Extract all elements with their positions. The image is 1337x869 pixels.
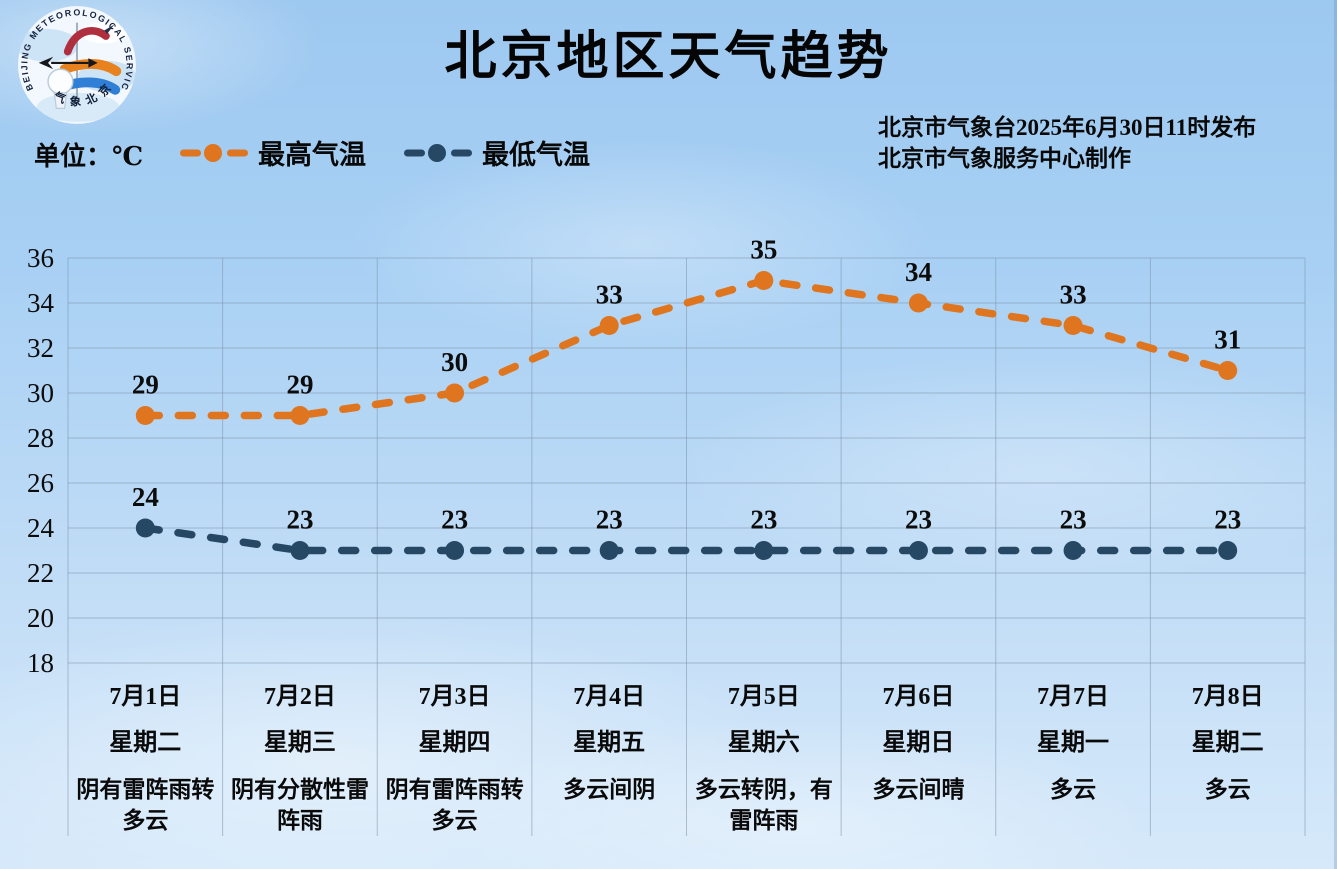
- weather-label: 多云间阴: [563, 777, 656, 802]
- logo-paper-plane-icon: [101, 24, 115, 34]
- date-label: 7月8日: [1191, 684, 1264, 710]
- y-axis-tick-label: 34: [27, 288, 55, 318]
- low-temp-point: [1218, 541, 1238, 560]
- low-temp-legend-marker: [404, 143, 472, 162]
- high-temp-point: [908, 293, 928, 313]
- high-temp-point: [135, 406, 155, 425]
- weather-label: 阴有雷阵雨转多云: [385, 777, 524, 833]
- date-label: 7月4日: [573, 684, 646, 710]
- high-temp-value-label: 31: [1214, 325, 1241, 355]
- low-temp-value-label: 23: [286, 505, 313, 535]
- low-temp-line: [141, 524, 1232, 555]
- date-label: 7月5日: [727, 684, 800, 710]
- beijing-meteorological-service-logo: BEIJING METEOROLOGICAL SERVICE 气象北京: [16, 4, 136, 124]
- x-axis-column: 7月3日星期四阴有雷阵雨转多云: [377, 670, 532, 838]
- high-temp-value-label: 35: [750, 235, 777, 265]
- x-axis-column: 7月2日星期三阴有分散性雷阵雨: [223, 670, 378, 838]
- high-temp-value-label: 33: [596, 280, 623, 310]
- high-temp-value-label: 29: [286, 370, 313, 400]
- publish-line-1: 北京市气象台2025年6月30日11时发布: [878, 115, 1257, 140]
- y-axis-tick-label: 18: [27, 648, 54, 678]
- low-temp-point: [599, 541, 619, 560]
- low-temp-point: [290, 541, 310, 560]
- high-temp-value-label: 33: [1060, 280, 1087, 310]
- legend-item-low: 最低气温: [404, 133, 590, 172]
- weekday-label: 星期一: [1037, 730, 1110, 756]
- legend: 最高气温 最低气温: [180, 133, 590, 172]
- high-temp-value-label: 34: [905, 257, 932, 287]
- logo-bird: [38, 56, 54, 70]
- high-temp-point: [599, 316, 619, 335]
- logo-art: [18, 22, 136, 122]
- logo-radar-tower: [53, 92, 68, 110]
- weekday-label: 星期三: [263, 730, 336, 756]
- weekday-label: 星期二: [1191, 730, 1264, 756]
- low-temp-point: [445, 541, 465, 560]
- weather-label: 多云间晴: [872, 777, 965, 802]
- y-axis-tick-label: 24: [27, 513, 55, 543]
- y-axis-tick-label: 28: [27, 423, 54, 453]
- weather-label: 多云: [1204, 777, 1251, 802]
- low-temp-value-label: 24: [132, 482, 159, 512]
- x-axis-labels: 7月1日 星期二 阴有雷阵雨转多云 7月2日 星期三 阴有分散性雷阵雨 7月3日 星期四 阴有雷…: [68, 670, 1305, 838]
- x-axis-column: 7月8日星期二多云: [1150, 670, 1305, 838]
- publish-info: 北京市气象台2025年6月30日11时发布 北京市气象服务中心制作: [878, 112, 1256, 174]
- high-temp-value-label: 29: [132, 370, 159, 400]
- low-temp-point: [135, 518, 155, 538]
- weekday-label: 星期二: [109, 730, 182, 756]
- low-temp-value-label: 23: [905, 505, 932, 535]
- weekday-label: 星期六: [727, 730, 800, 756]
- high-temp-line: [141, 276, 1232, 420]
- weekday-label: 星期五: [573, 730, 646, 756]
- weekday-label: 星期日: [882, 730, 955, 756]
- y-axis-tick-label: 32: [27, 333, 54, 363]
- low-temp-value-label: 23: [750, 505, 777, 535]
- high-temp-point: [290, 406, 310, 425]
- legend-label-low: 最低气温: [482, 140, 590, 170]
- high-temp-point: [1218, 361, 1238, 380]
- low-temp-point: [754, 541, 774, 560]
- weather-label: 多云转阴，有雷阵雨: [694, 777, 833, 833]
- date-label: 7月7日: [1037, 684, 1110, 710]
- legend-item-high: 最高气温: [180, 133, 366, 172]
- low-temp-value-label: 23: [1214, 505, 1241, 535]
- low-temp-value-label: 23: [441, 505, 468, 535]
- weather-label: 多云: [1050, 777, 1097, 802]
- date-label: 7月2日: [263, 684, 336, 710]
- y-axis-tick-label: 22: [27, 558, 54, 588]
- high-temp-value-label: 30: [441, 347, 468, 377]
- low-temp-value-label: 23: [596, 505, 623, 535]
- high-temp-point: [1063, 316, 1083, 335]
- low-temp-point: [1063, 541, 1083, 560]
- logo-red-swoosh: [63, 27, 110, 56]
- unit-label: 单位：℃: [34, 142, 144, 171]
- y-axis-tick-label: 26: [27, 468, 54, 498]
- page-title: 北京地区天气趋势: [444, 29, 893, 86]
- high-temp-legend-marker: [180, 143, 248, 162]
- publish-line-2: 北京市气象服务中心制作: [878, 146, 1131, 171]
- low-temp-value-label: 23: [1060, 505, 1087, 535]
- legend-label-high: 最高气温: [258, 140, 366, 170]
- x-axis-column: 7月5日星期六多云转阴，有雷阵雨: [687, 670, 842, 838]
- x-axis-column: 7月6日星期日多云间晴: [841, 670, 996, 838]
- low-temp-point: [908, 541, 928, 560]
- y-axis-tick-label: 30: [27, 378, 54, 408]
- x-axis-column: 7月7日星期一多云: [996, 670, 1151, 838]
- weather-label: 阴有雷阵雨转多云: [76, 777, 215, 833]
- logo-arrow-head: [88, 58, 98, 68]
- weekday-label: 星期四: [418, 730, 491, 756]
- x-axis-column: 7月4日星期五多云间阴: [532, 670, 687, 838]
- high-temp-point: [445, 383, 465, 403]
- y-axis-tick-label: 20: [27, 603, 54, 633]
- date-label: 7月3日: [418, 684, 491, 710]
- weather-label: 阴有分散性雷阵雨: [230, 777, 369, 833]
- y-axis-tick-label: 36: [27, 243, 54, 273]
- high-temp-point: [754, 271, 774, 290]
- date-label: 7月1日: [109, 684, 182, 710]
- right-edge-scrollbar[interactable]: [1334, 0, 1337, 869]
- date-label: 7月6日: [882, 684, 955, 710]
- x-axis-column: 7月1日星期二阴有雷阵雨转多云: [68, 670, 223, 838]
